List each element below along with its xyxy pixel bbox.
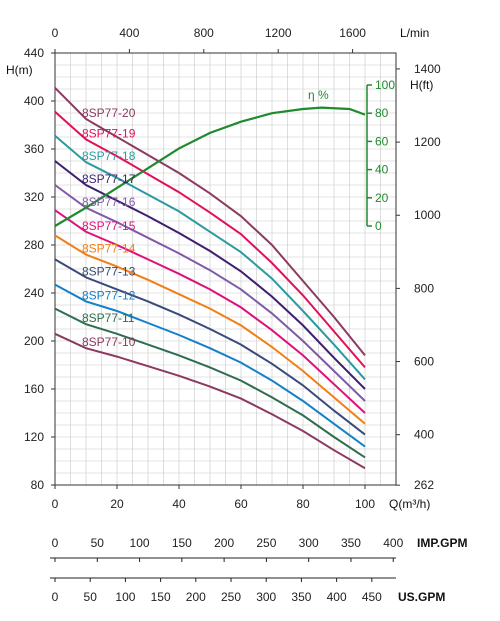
- y-right-tick-label: 400: [414, 428, 434, 442]
- series-label-8SP77-14: 8SP77-14: [82, 242, 136, 256]
- imp-gpm-tick-label: 0: [52, 536, 59, 550]
- y-right-tick-label: 262: [414, 478, 434, 492]
- y-left-tick-label: 160: [24, 382, 44, 396]
- series-label-8SP77-13: 8SP77-13: [82, 264, 136, 278]
- series-line-8SP77-19: [54, 111, 366, 369]
- x-top-tick-label: 800: [194, 26, 214, 40]
- series-label-8SP77-10: 8SP77-10: [82, 335, 136, 349]
- y-left-tick-label: 400: [24, 94, 44, 108]
- us-gpm-tick-label: 350: [291, 590, 311, 604]
- y-left-tick-label: 280: [24, 238, 44, 252]
- series-line-8SP77-20: [54, 87, 366, 357]
- y-right-tick-label: 1200: [414, 135, 441, 149]
- grid: [55, 53, 396, 485]
- imp-gpm-title: IMP.GPM: [417, 536, 467, 550]
- y-right-tick-label: 800: [414, 281, 434, 295]
- series-line-8SP77-13: [54, 258, 366, 436]
- x-top-tick-label: 0: [52, 26, 59, 40]
- series-label-8SP77-15: 8SP77-15: [82, 219, 136, 233]
- plot-frame: [54, 52, 397, 486]
- series-line-8SP77-10: [54, 332, 366, 470]
- imp-gpm-tick-label: 200: [214, 536, 234, 550]
- efficiency-tick-label: 0: [375, 219, 382, 233]
- us-gpm-tick-label: 50: [84, 590, 98, 604]
- imp-gpm-tick-label: 250: [256, 536, 276, 550]
- series-line-8SP77-11: [54, 307, 366, 459]
- us-gpm-tick-label: 200: [186, 590, 206, 604]
- imp-gpm-tick-label: 100: [130, 536, 150, 550]
- y-left-tick-label: 360: [24, 142, 44, 156]
- x-bottom-axis-title: Q(m³/h): [389, 497, 430, 511]
- efficiency-curve: 0 20 40 60 80 100: [54, 78, 395, 233]
- x-top-tick-label: 1200: [265, 26, 292, 40]
- us-gpm-title: US.GPM: [398, 590, 445, 604]
- us-gpm-tick-label: 450: [362, 590, 382, 604]
- series-label-8SP77-11: 8SP77-11: [82, 311, 135, 325]
- x-bottom-tick-label: 100: [355, 497, 375, 511]
- y-right-tick-label: 600: [414, 355, 434, 369]
- y-left-axis-title: H(m): [6, 63, 33, 77]
- x-bottom-tick-label: 40: [172, 497, 186, 511]
- us-gpm-tick-label: 150: [151, 590, 171, 604]
- us-gpm-scale: 0 50 100 150 200 250 300 350 400 450: [50, 577, 396, 604]
- imp-gpm-tick-label: 50: [91, 536, 105, 550]
- series-line-8SP77-15: [54, 209, 366, 414]
- y-left-tick-label: 80: [31, 478, 45, 492]
- x-top-axis-title: L/min: [400, 26, 429, 40]
- y-left-tick-label: 240: [24, 286, 44, 300]
- us-gpm-tick-label: 300: [256, 590, 276, 604]
- series-label-8SP77-17: 8SP77-17: [82, 172, 136, 186]
- imp-gpm-tick-label: 150: [172, 536, 192, 550]
- imp-gpm-tick-label: 350: [341, 536, 361, 550]
- series-line-8SP77-16: [54, 184, 366, 402]
- efficiency-line: [54, 106, 366, 227]
- y-left-tick-label: 320: [24, 190, 44, 204]
- y-right-tick-label: 1400: [414, 62, 441, 76]
- y-right-axis-title: H(ft): [410, 78, 433, 92]
- us-gpm-tick-label: 250: [221, 590, 241, 604]
- series-line-8SP77-18: [54, 135, 366, 381]
- series-line-8SP77-14: [54, 234, 366, 425]
- x-top-tick-label: 1600: [339, 26, 366, 40]
- series-label-8SP77-16: 8SP77-16: [82, 195, 136, 209]
- x-bottom-tick-label: 0: [52, 497, 59, 511]
- x-bottom-tick-label: 60: [234, 497, 248, 511]
- us-gpm-tick-label: 400: [327, 590, 347, 604]
- y-left-tick-label: 200: [24, 334, 44, 348]
- efficiency-tick-label: 80: [375, 106, 389, 120]
- efficiency-tick-label: 40: [375, 163, 389, 177]
- us-gpm-tick-label: 0: [52, 590, 59, 604]
- series-labels: 8SP77-20 8SP77-19 8SP77-18 8SP77-17 8SP77-16…: [82, 106, 136, 349]
- imp-gpm-tick-label: 400: [383, 536, 403, 550]
- y-left-tick-label: 120: [24, 430, 44, 444]
- series-line-8SP77-12: [54, 283, 366, 448]
- imp-gpm-scale: 0 50 100 150 200 250 300 350 400: [50, 536, 404, 562]
- efficiency-tick-label: 60: [375, 134, 389, 148]
- efficiency-tick-label: 100: [375, 78, 395, 92]
- efficiency-axis-title: η %: [308, 88, 329, 102]
- x-top-tick-label: 400: [119, 26, 139, 40]
- series-label-8SP77-19: 8SP77-19: [82, 126, 136, 140]
- series-label-8SP77-12: 8SP77-12: [82, 288, 136, 302]
- us-gpm-tick-label: 100: [115, 590, 135, 604]
- series-label-8SP77-18: 8SP77-18: [82, 149, 136, 163]
- series-label-8SP77-20: 8SP77-20: [82, 106, 136, 120]
- x-bottom-tick-label: 80: [296, 497, 310, 511]
- efficiency-tick-label: 20: [375, 191, 389, 205]
- imp-gpm-tick-label: 300: [299, 536, 319, 550]
- y-left-tick-label: 440: [24, 46, 44, 60]
- x-bottom-tick-label: 20: [110, 497, 124, 511]
- y-right-tick-label: 1000: [414, 208, 441, 222]
